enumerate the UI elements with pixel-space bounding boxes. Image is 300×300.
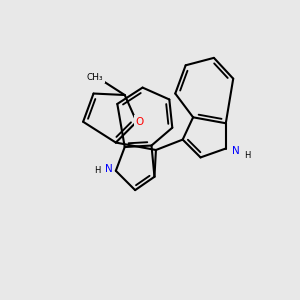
- Text: O: O: [136, 117, 144, 127]
- Text: H: H: [94, 166, 101, 175]
- Text: N: N: [104, 164, 112, 174]
- Text: N: N: [232, 146, 240, 157]
- Text: H: H: [244, 151, 250, 160]
- Text: CH₃: CH₃: [87, 73, 103, 82]
